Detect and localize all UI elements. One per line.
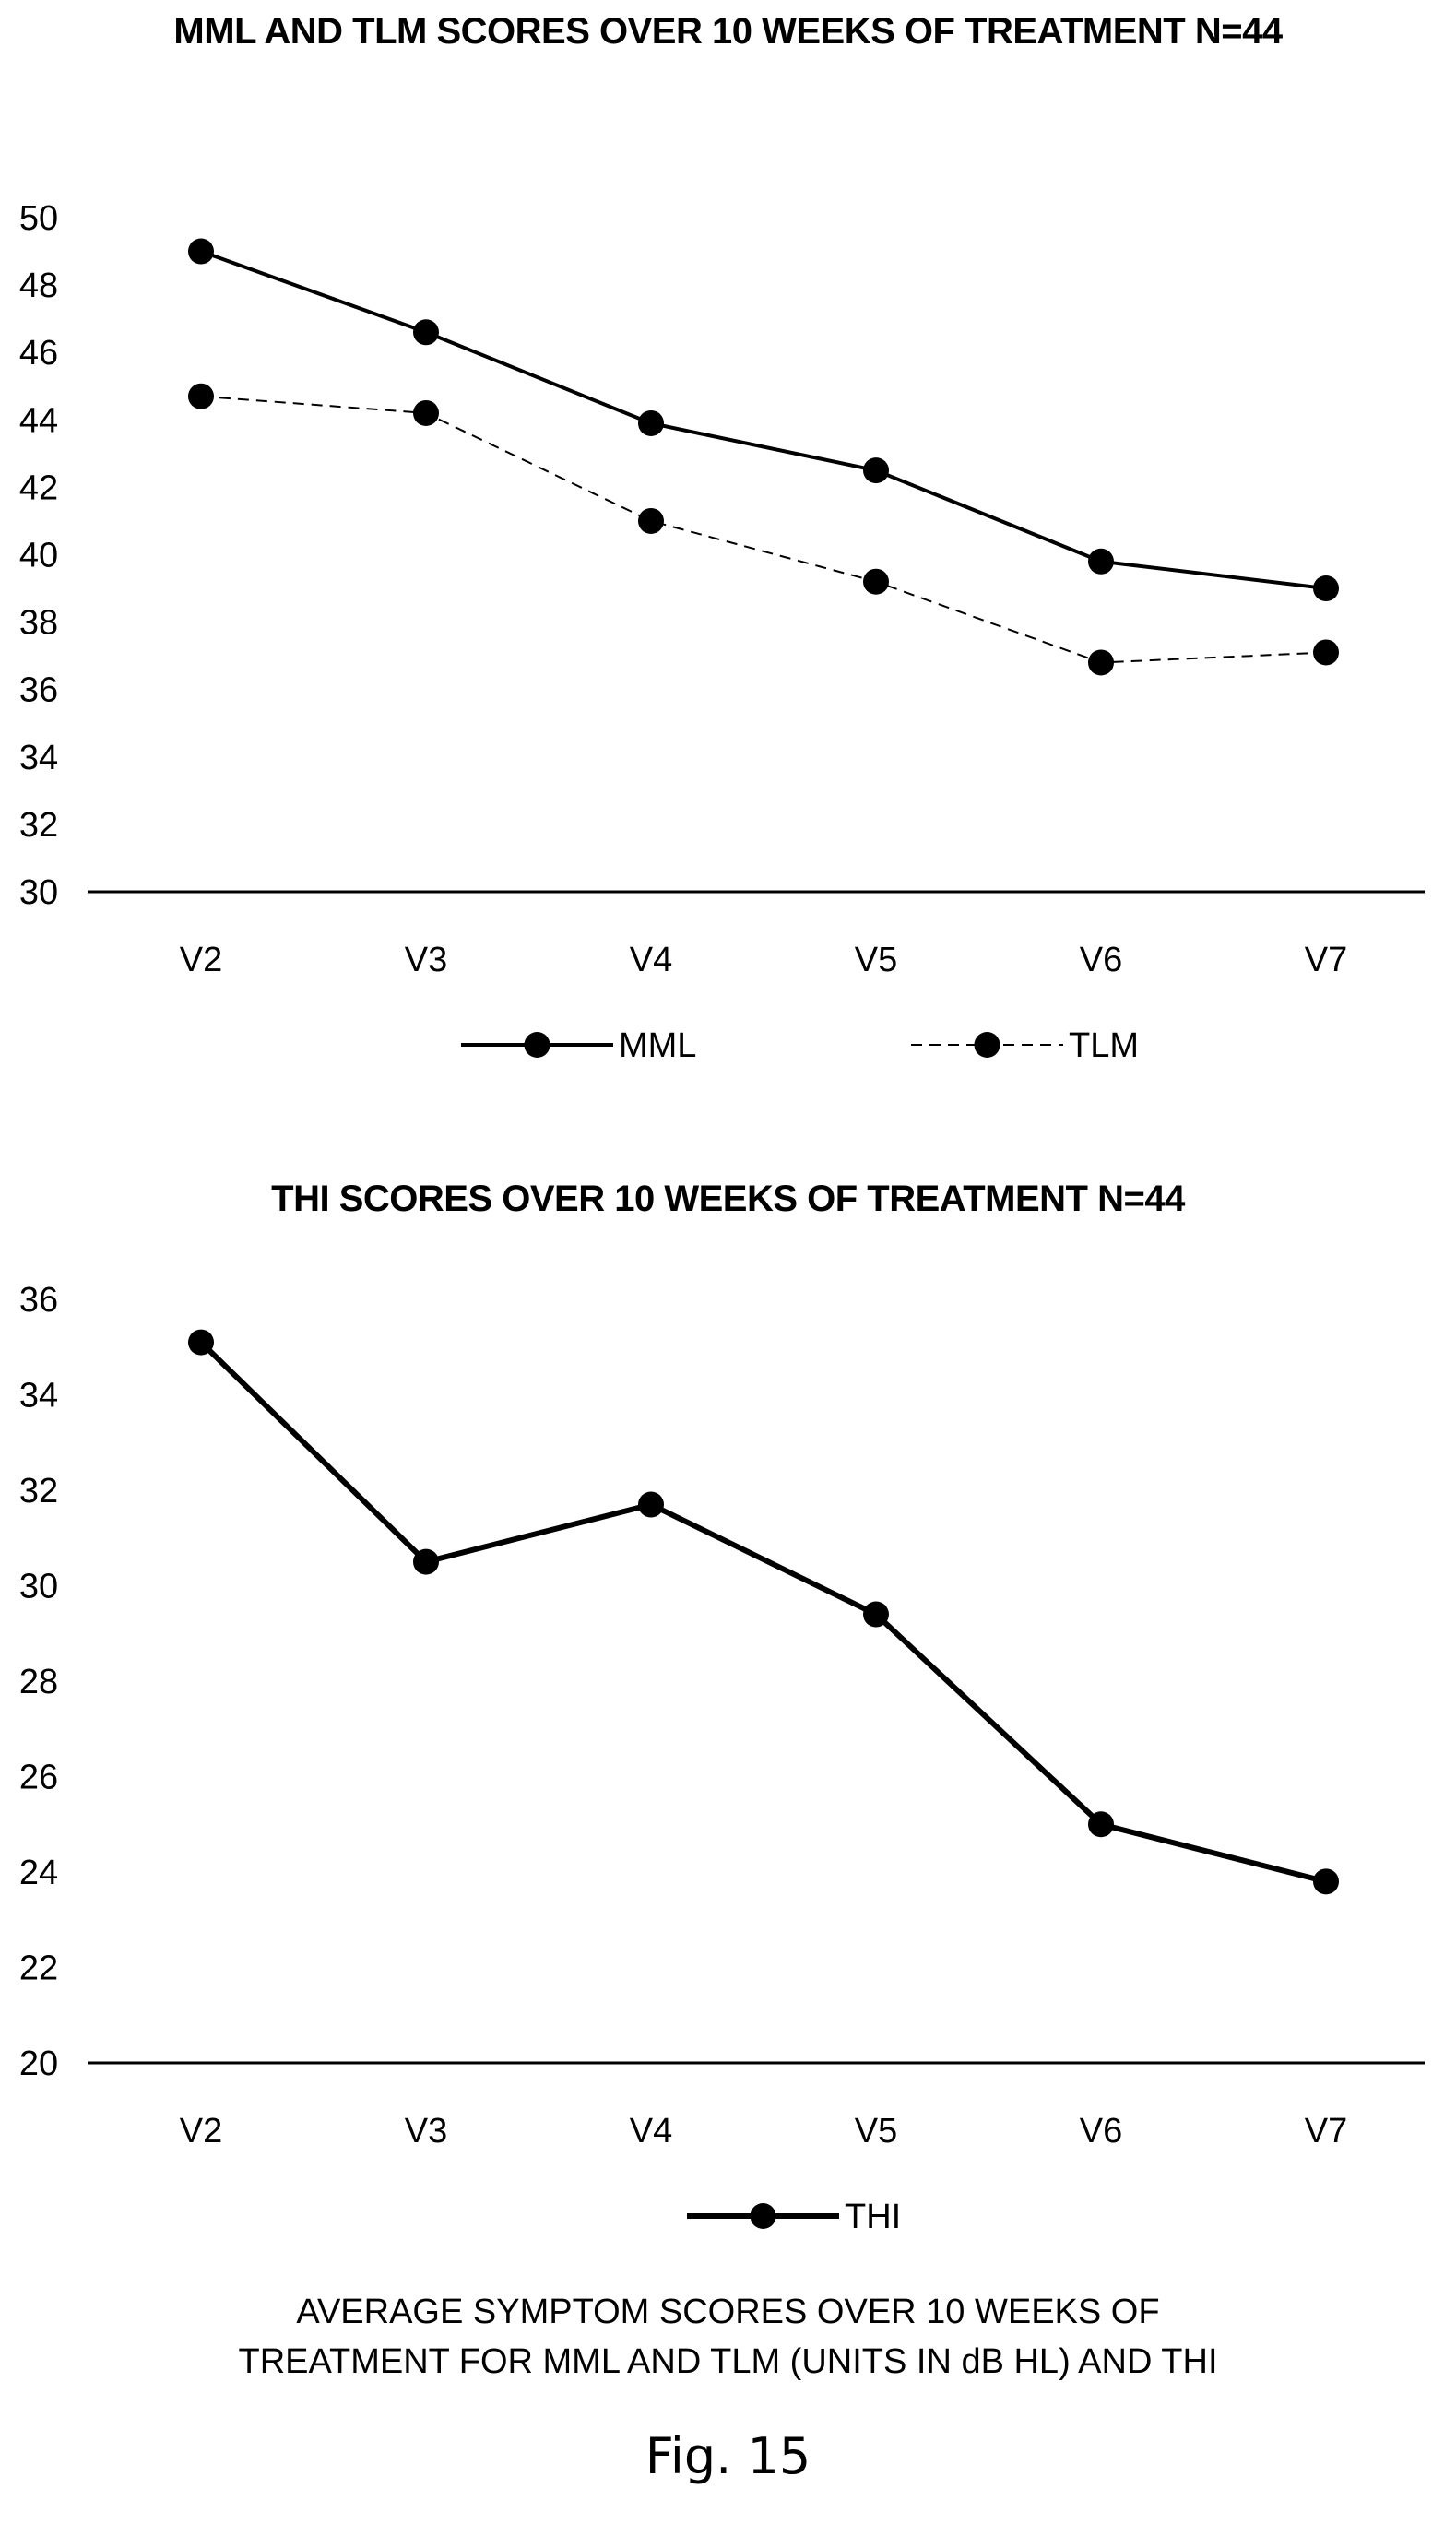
chart2-y-tick-24: 24 [19, 1854, 58, 1892]
chart1-y-tick-36: 36 [19, 671, 58, 710]
chart1-x-tick-v6: V6 [1080, 941, 1122, 979]
chart1-y-tick-40: 40 [19, 537, 58, 575]
chart1-series-tlm-point-v3 [413, 399, 439, 426]
chart1-y-tick-44: 44 [19, 401, 58, 440]
figure-label: Fig. 15 [645, 2427, 811, 2485]
chart1-y-tick-46: 46 [19, 334, 58, 373]
chart1-x-tick-v2: V2 [180, 941, 222, 979]
chart2-x-tick-v6: V6 [1080, 2112, 1122, 2151]
chart1-y-tick-34: 34 [19, 739, 58, 777]
chart1-y-tick-50: 50 [19, 199, 58, 238]
chart1-series-mml-point-v7 [1313, 575, 1339, 602]
chart1-series-tlm-point-v4 [638, 507, 664, 534]
chart1-y-tick-30: 30 [19, 873, 58, 912]
chart1-x-tick-v4: V4 [630, 941, 672, 979]
chart2-series-thi-point-v4 [638, 1491, 664, 1518]
chart1-series-mml-point-v5 [863, 457, 889, 484]
chart1-x-tick-v5: V5 [855, 941, 897, 979]
chart2-series-thi-line [198, 1340, 1327, 1885]
chart1-y-tick-48: 48 [19, 267, 58, 305]
chart1-series-mml-point-v2 [188, 238, 214, 265]
chart2-x-tick-v5: V5 [855, 2112, 897, 2151]
chart1-series-tlm-point-v5 [863, 568, 889, 595]
chart1-legend-mml-label: MML [619, 1026, 696, 1065]
chart2-series-thi-point-v3 [413, 1548, 439, 1575]
chart1-series-tlm-point-v7 [1313, 639, 1339, 666]
chart1-series-mml-point-v6 [1088, 548, 1114, 575]
chart2-y-tick-30: 30 [19, 1568, 58, 1606]
chart2-series-thi-point-v7 [1313, 1868, 1339, 1895]
chart1-plot: 30 32 34 36 38 40 42 44 46 48 50 V2 V3 V4 V5 V6 V7 MML TLM [19, 199, 1425, 1065]
chart1-x-tick-v3: V3 [405, 941, 447, 979]
chart1-legend-tlm-label: TLM [1069, 1026, 1139, 1065]
chart2-y-tick-34: 34 [19, 1377, 58, 1416]
chart1-legend-mml-marker [524, 1032, 550, 1058]
chart2-y-tick-32: 32 [19, 1472, 58, 1511]
chart1-series-mml-point-v3 [413, 319, 439, 346]
chart2-series-thi-point-v2 [188, 1329, 214, 1356]
chart2-y-tick-36: 36 [19, 1281, 58, 1320]
chart2-legend-thi-label: THI [845, 2198, 901, 2236]
figure-caption-line2: TREATMENT FOR MML AND TLM (UNITS IN dB H… [238, 2342, 1218, 2381]
figure-caption-line1: AVERAGE SYMPTOM SCORES OVER 10 WEEKS OF [296, 2293, 1160, 2331]
chart1-y-tick-38: 38 [19, 604, 58, 643]
chart1-x-tick-v7: V7 [1305, 941, 1347, 979]
chart1-legend-tlm-marker [974, 1032, 1000, 1058]
chart1-title: MML AND TLM SCORES OVER 10 WEEKS OF TREA… [173, 11, 1283, 52]
chart1-series-tlm-point-v6 [1088, 649, 1114, 676]
chart2-x-tick-v4: V4 [630, 2112, 672, 2151]
chart2-x-tick-v3: V3 [405, 2112, 447, 2151]
chart1-series-tlm-point-v2 [188, 383, 214, 409]
chart2-y-tick-22: 22 [19, 1949, 58, 1988]
chart1-series-tlm-line [200, 395, 1327, 664]
chart2-x-tick-v7: V7 [1305, 2112, 1347, 2151]
chart1-y-tick-32: 32 [19, 806, 58, 845]
chart2-plot: 20 22 24 26 28 30 32 34 36 V2 V3 V4 V5 V6 V7 THI [19, 1281, 1425, 2236]
chart2-series-thi-point-v5 [863, 1601, 889, 1628]
chart1-series-mml-point-v4 [638, 409, 664, 436]
chart2-x-tick-v2: V2 [180, 2112, 222, 2151]
chart2-legend-thi-marker [750, 2203, 776, 2229]
chart1-y-tick-42: 42 [19, 468, 58, 507]
chart2-title: THI SCORES OVER 10 WEEKS OF TREATMENT N=… [271, 1179, 1185, 1219]
chart1-series-mml-line [200, 249, 1327, 591]
chart2-y-tick-20: 20 [19, 2044, 58, 2083]
chart2-y-tick-26: 26 [19, 1759, 58, 1797]
chart2-y-tick-28: 28 [19, 1663, 58, 1701]
chart2-series-thi-point-v6 [1088, 1811, 1114, 1838]
